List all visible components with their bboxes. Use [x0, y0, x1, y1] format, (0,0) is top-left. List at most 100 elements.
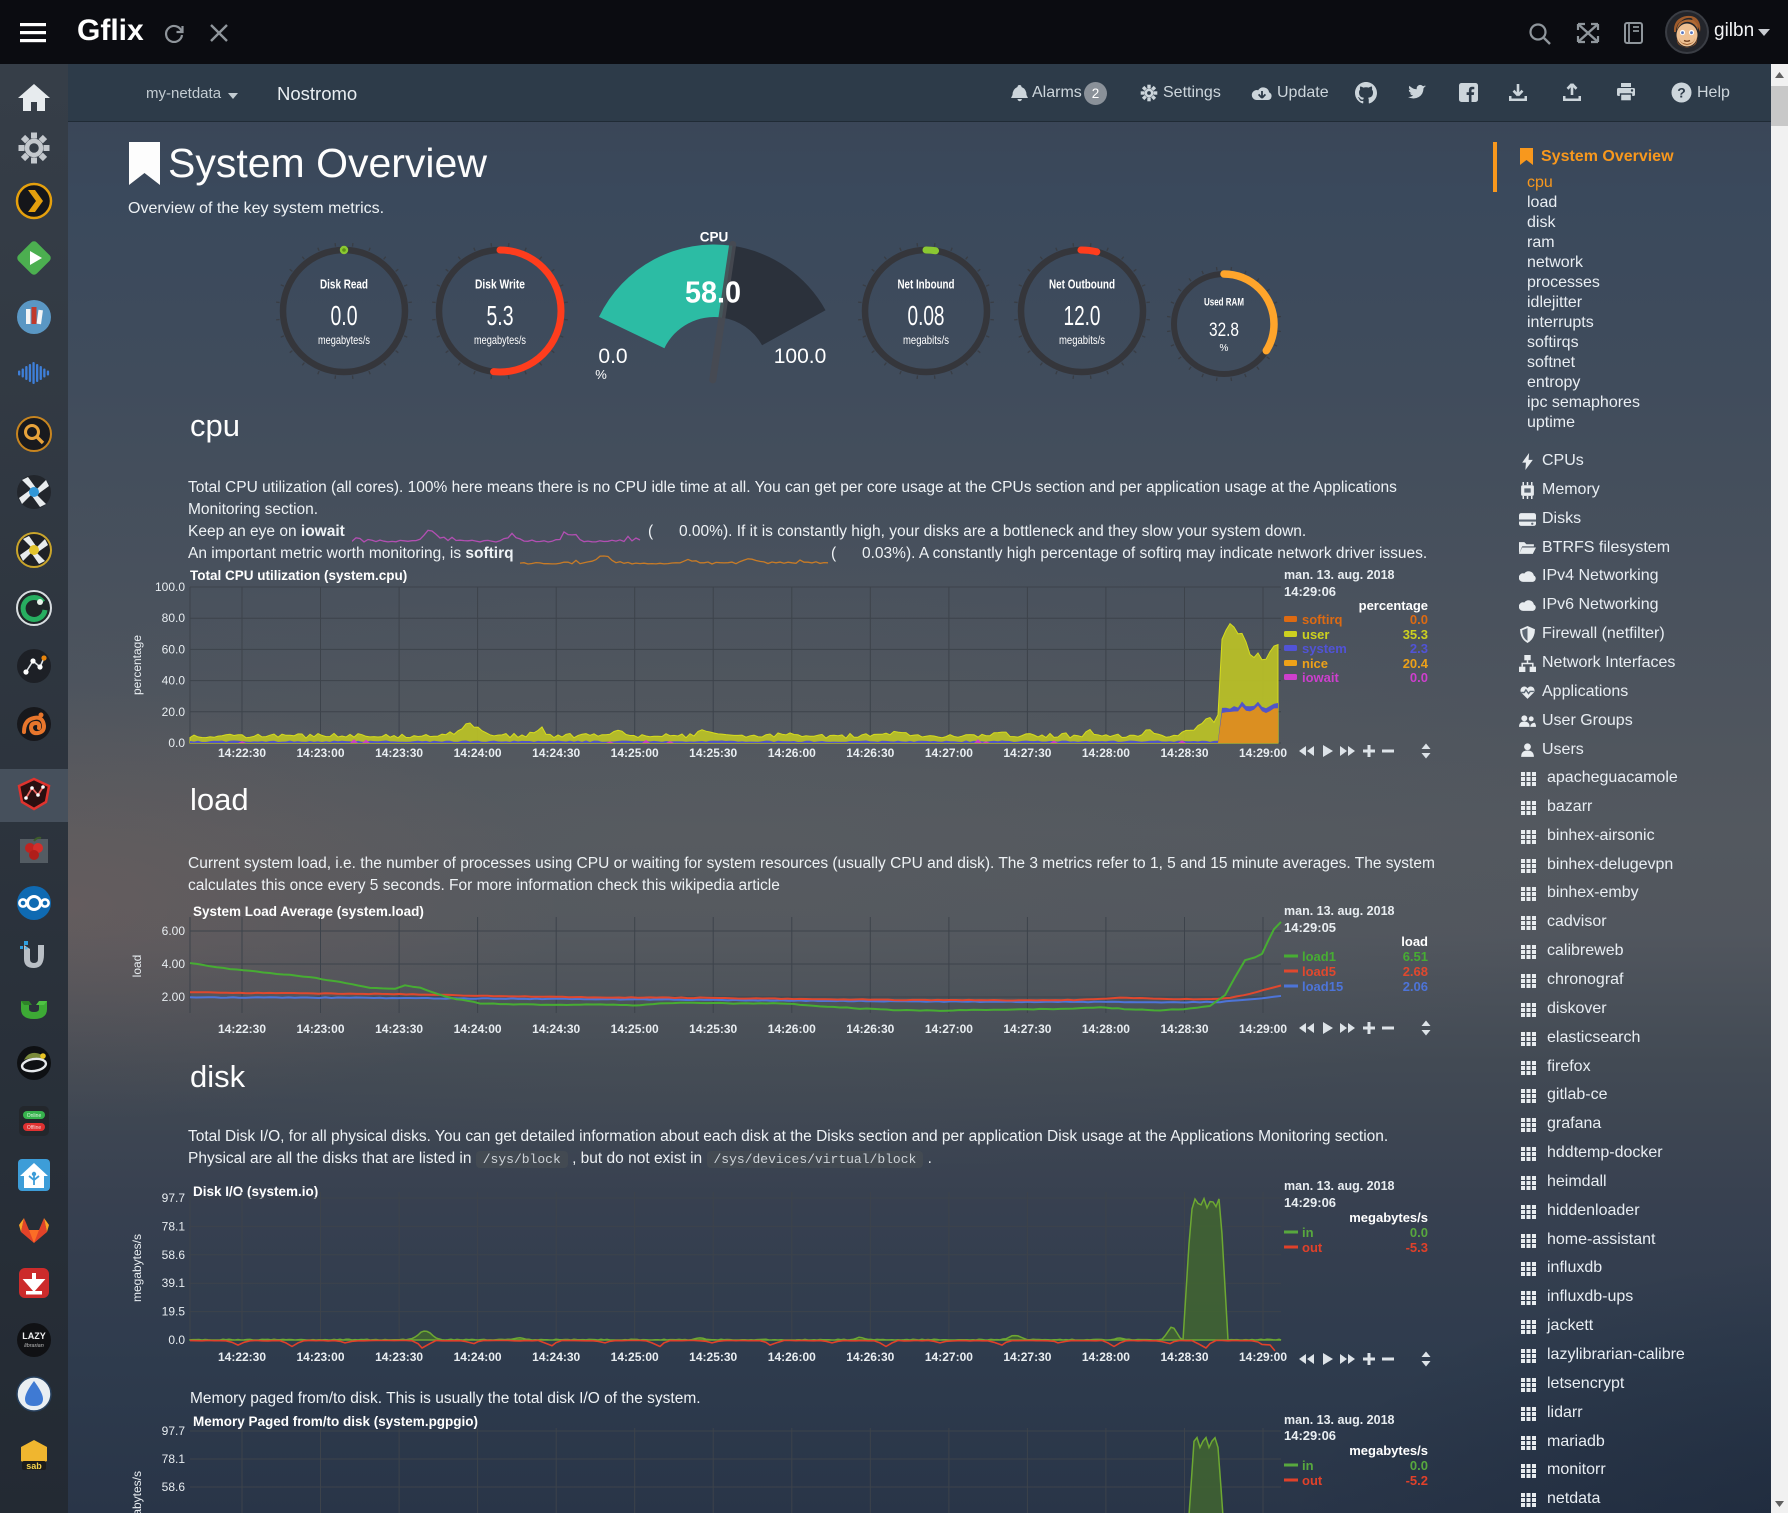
- svg-text:Offline: Offline: [27, 1125, 42, 1131]
- svg-text:14:24:00: 14:24:00: [454, 1022, 502, 1036]
- svg-text:14:27:30: 14:27:30: [1003, 746, 1051, 760]
- svg-text:-5.3: -5.3: [1406, 1240, 1428, 1255]
- svg-text:19.5: 19.5: [162, 1305, 186, 1319]
- svg-text:in: in: [1302, 1458, 1314, 1473]
- svg-text:14:29:06: 14:29:06: [1284, 1428, 1336, 1443]
- svg-text:97.7: 97.7: [162, 1191, 186, 1205]
- svg-text:Net Inbound: Net Inbound: [898, 277, 955, 292]
- svg-text:megabytes/s: megabytes/s: [130, 1471, 144, 1513]
- svg-text:%: %: [595, 367, 607, 382]
- svg-text:14:29:00: 14:29:00: [1239, 1350, 1287, 1364]
- svg-text:0.0: 0.0: [168, 736, 185, 750]
- svg-text:14:28:30: 14:28:30: [1160, 1350, 1208, 1364]
- svg-text:2.00: 2.00: [162, 990, 186, 1004]
- svg-text:load1: load1: [1302, 949, 1336, 964]
- svg-text:14:25:30: 14:25:30: [689, 746, 737, 760]
- svg-text:14:27:00: 14:27:00: [925, 1350, 973, 1364]
- svg-text:14:26:00: 14:26:00: [768, 746, 816, 760]
- svg-text:14:26:00: 14:26:00: [768, 1022, 816, 1036]
- svg-text:14:22:30: 14:22:30: [218, 1350, 266, 1364]
- svg-text:14:25:30: 14:25:30: [689, 1350, 737, 1364]
- svg-text:14:29:00: 14:29:00: [1239, 1022, 1287, 1036]
- svg-text:6.51: 6.51: [1403, 949, 1428, 964]
- svg-text:percentage: percentage: [1359, 598, 1428, 613]
- svg-text:14:25:30: 14:25:30: [689, 1022, 737, 1036]
- svg-text:user: user: [1302, 627, 1329, 642]
- svg-text:2.3: 2.3: [1410, 641, 1428, 656]
- svg-text:58.6: 58.6: [162, 1248, 186, 1262]
- svg-text:14:24:30: 14:24:30: [532, 746, 580, 760]
- svg-text:LAZY: LAZY: [22, 1331, 46, 1341]
- svg-text:megabytes/s: megabytes/s: [318, 333, 370, 347]
- svg-text:58.6: 58.6: [162, 1480, 186, 1494]
- svg-text:Disk Read: Disk Read: [320, 277, 368, 292]
- svg-text:35.3: 35.3: [1403, 627, 1428, 642]
- svg-text:14:29:06: 14:29:06: [1284, 584, 1336, 599]
- svg-text:14:23:30: 14:23:30: [375, 1350, 423, 1364]
- svg-text:14:24:00: 14:24:00: [454, 1350, 502, 1364]
- svg-text:58.0: 58.0: [685, 275, 741, 310]
- svg-text:14:28:00: 14:28:00: [1082, 746, 1130, 760]
- svg-text:CPU: CPU: [700, 230, 729, 245]
- svg-text:100.0: 100.0: [155, 580, 185, 594]
- svg-text:Disk I/O (system.io): Disk I/O (system.io): [193, 1184, 318, 1199]
- svg-text:20.0: 20.0: [162, 705, 186, 719]
- svg-text:megabytes/s: megabytes/s: [1349, 1443, 1428, 1458]
- svg-text:14:29:05: 14:29:05: [1284, 920, 1336, 935]
- svg-text:Used RAM: Used RAM: [1204, 297, 1244, 309]
- svg-text:Total CPU utilization (system.: Total CPU utilization (system.cpu): [190, 568, 407, 583]
- svg-text:2.06: 2.06: [1403, 979, 1428, 994]
- svg-text:0.0: 0.0: [168, 1333, 185, 1347]
- svg-text:14:27:00: 14:27:00: [925, 746, 973, 760]
- svg-text:Online: Online: [27, 1113, 42, 1119]
- svg-text:14:26:30: 14:26:30: [846, 1022, 894, 1036]
- svg-text:sab: sab: [26, 1461, 42, 1471]
- svg-text:megabits/s: megabits/s: [903, 333, 949, 347]
- svg-text:man. 13. aug. 2018: man. 13. aug. 2018: [1284, 1413, 1395, 1427]
- svg-text:14:24:00: 14:24:00: [454, 746, 502, 760]
- svg-text:?: ?: [1677, 85, 1686, 101]
- svg-text:80.0: 80.0: [162, 611, 186, 625]
- svg-text:12.0: 12.0: [1064, 300, 1101, 331]
- svg-text:14:23:30: 14:23:30: [375, 1022, 423, 1036]
- svg-text:60.0: 60.0: [162, 642, 186, 656]
- svg-text:0.0: 0.0: [331, 300, 358, 331]
- svg-text:14:25:00: 14:25:00: [611, 1022, 659, 1036]
- svg-text:78.1: 78.1: [162, 1219, 186, 1233]
- svg-text:Memory Paged from/to disk (sys: Memory Paged from/to disk (system.pgpgio…: [193, 1414, 478, 1429]
- svg-text:14:25:00: 14:25:00: [611, 1350, 659, 1364]
- svg-text:5.3: 5.3: [487, 300, 514, 331]
- svg-text:14:28:30: 14:28:30: [1160, 746, 1208, 760]
- svg-text:14:23:00: 14:23:00: [296, 1350, 344, 1364]
- svg-text:14:29:06: 14:29:06: [1284, 1195, 1336, 1210]
- svg-text:%: %: [1220, 343, 1229, 354]
- svg-text:14:24:30: 14:24:30: [532, 1350, 580, 1364]
- svg-text:14:22:30: 14:22:30: [218, 746, 266, 760]
- svg-text:iowait: iowait: [1302, 670, 1340, 685]
- svg-text:39.1: 39.1: [162, 1276, 186, 1290]
- svg-text:14:27:30: 14:27:30: [1003, 1350, 1051, 1364]
- svg-text:14:27:30: 14:27:30: [1003, 1022, 1051, 1036]
- svg-text:load15: load15: [1302, 979, 1343, 994]
- svg-text:librarian: librarian: [24, 1343, 44, 1349]
- svg-text:in: in: [1302, 1225, 1314, 1240]
- svg-text:14:26:00: 14:26:00: [768, 1350, 816, 1364]
- svg-text:14:24:30: 14:24:30: [532, 1022, 580, 1036]
- svg-text:14:23:30: 14:23:30: [375, 746, 423, 760]
- svg-text:14:28:00: 14:28:00: [1082, 1022, 1130, 1036]
- svg-text:40.0: 40.0: [162, 674, 186, 688]
- svg-text:megabits/s: megabits/s: [1059, 333, 1105, 347]
- svg-text:man. 13. aug. 2018: man. 13. aug. 2018: [1284, 1179, 1395, 1193]
- svg-text:0.0: 0.0: [1410, 670, 1428, 685]
- svg-text:6.00: 6.00: [162, 924, 186, 938]
- svg-text:100.0: 100.0: [774, 345, 827, 368]
- svg-text:man. 13. aug. 2018: man. 13. aug. 2018: [1284, 904, 1395, 918]
- svg-text:System Load Average (system.lo: System Load Average (system.load): [193, 904, 424, 919]
- svg-text:14:28:30: 14:28:30: [1160, 1022, 1208, 1036]
- svg-text:percentage: percentage: [130, 635, 144, 695]
- svg-text:14:27:00: 14:27:00: [925, 1022, 973, 1036]
- svg-text:2.68: 2.68: [1403, 964, 1428, 979]
- svg-text:megabytes/s: megabytes/s: [130, 1234, 144, 1302]
- svg-text:4.00: 4.00: [162, 957, 186, 971]
- svg-text:0.0: 0.0: [1410, 1225, 1428, 1240]
